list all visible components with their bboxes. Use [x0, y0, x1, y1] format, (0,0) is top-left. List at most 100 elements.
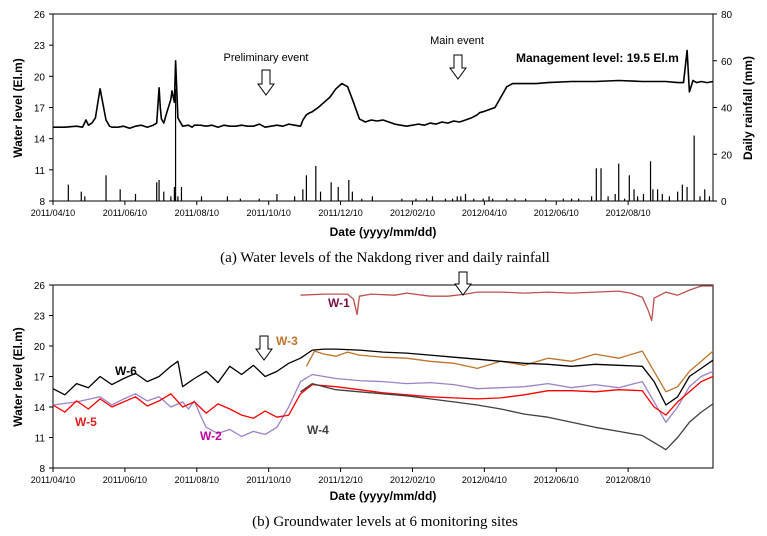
rainfall-bar: [80, 191, 82, 201]
x-tick-label: 2011/04/10: [31, 475, 75, 485]
y2-tick-label: 40: [721, 104, 733, 115]
rainfall-bar: [488, 196, 490, 201]
rainfall-bar: [570, 198, 573, 201]
x-tick-label: 2011/04/10: [31, 208, 75, 218]
rainfall-bar: [170, 196, 172, 201]
rainfall-bar: [657, 189, 659, 201]
rainfall-bar: [105, 175, 107, 201]
rainfall-bar: [525, 198, 527, 201]
rainfall-bar: [315, 165, 317, 201]
rainfall-bar: [591, 196, 593, 201]
rainfall-bar: [607, 196, 609, 201]
x-tick-label: 2012/04/10: [462, 208, 507, 218]
rainfall-bar: [444, 198, 447, 201]
series-line-w-1: [300, 285, 713, 322]
rainfall-bar: [401, 198, 403, 201]
rainfall-bar: [330, 182, 332, 201]
rainfall-bar: [134, 193, 137, 201]
x-tick-label: 2012/06/10: [534, 208, 579, 218]
chart-a-plot-frame: [52, 13, 714, 202]
rainfall-bar: [693, 135, 695, 201]
rainfall-bar: [614, 193, 616, 201]
rainfall-bar: [681, 184, 683, 201]
chart-b-series: [52, 285, 714, 451]
rainfall-bar: [239, 198, 241, 201]
rainfall-bar: [708, 196, 711, 201]
chart-b-preliminary-arrow: [255, 335, 273, 361]
chart-b-xlabel: Date (yyyy/mm/dd): [330, 489, 437, 503]
chart-b-caption: (b) Groundwater levels at 6 monitoring s…: [252, 514, 518, 530]
chart-a-ylabel: Water level (El.m): [11, 58, 25, 158]
y-tick-label: 23: [34, 312, 46, 323]
rainfall-bar: [177, 196, 179, 201]
x-tick-label: 2011/10/10: [246, 208, 290, 218]
label-w-3: W-3: [276, 334, 298, 348]
y-tick-label: 17: [34, 373, 46, 384]
x-tick-label: 2012/08/10: [606, 475, 651, 485]
preliminary-event-arrow: [257, 69, 275, 96]
chart-b-y-ticks: 8 11 14 17 20 23 26: [34, 281, 53, 475]
rainfall-bar: [600, 168, 602, 201]
rainfall-bar: [156, 182, 158, 201]
rainfall-bar: [451, 198, 454, 201]
preliminary-event-label: Preliminary event: [224, 52, 309, 64]
rainfall-bar: [302, 189, 304, 201]
y2-tick-label: 0: [721, 197, 727, 208]
rainfall-bar: [545, 198, 547, 201]
rainfall-bar: [305, 175, 307, 201]
rainfall-bar: [426, 198, 428, 201]
management-level-label: Management level: 19.5 El.m: [516, 51, 679, 65]
y-tick-label: 26: [34, 281, 46, 292]
rainfall-bar: [173, 186, 175, 201]
rainfall-bar: [348, 179, 350, 201]
rainfall-bar: [258, 198, 260, 201]
label-w-2: W-2: [200, 429, 222, 443]
x-tick-label: 2012/08/10: [606, 208, 651, 218]
rainfall-bar: [649, 161, 652, 201]
chart-a-water-level-series: [53, 49, 714, 130]
rainfall-bar: [595, 168, 597, 201]
series-line-w-2: [52, 370, 714, 438]
label-w-4: W-4: [307, 423, 329, 437]
rainfall-bar: [699, 196, 701, 201]
rainfall-bar: [492, 198, 494, 201]
rainfall-bar: [351, 191, 353, 201]
x-tick-label: 2011/06/10: [103, 475, 147, 485]
rainfall-bar: [642, 193, 645, 201]
y-tick-label: 8: [39, 197, 45, 208]
y-tick-label: 20: [34, 72, 46, 83]
rainfall-bar: [460, 196, 462, 201]
rainfall-bar: [180, 186, 183, 201]
rainfall-bar: [686, 186, 688, 201]
rainfall-bar: [415, 198, 417, 201]
rainfall-bar: [677, 191, 679, 201]
series-line-w-6: [52, 348, 714, 406]
x-tick-label: 2011/12/10: [318, 208, 362, 218]
rainfall-bar: [514, 198, 516, 201]
y-tick-label: 8: [39, 464, 45, 475]
rainfall-bar: [464, 193, 467, 201]
rainfall-bar: [482, 198, 484, 201]
x-tick-label: 2012/02/10: [390, 475, 435, 485]
y2-tick-label: 60: [721, 57, 733, 68]
y-tick-label: 11: [35, 166, 46, 177]
rainfall-bar: [174, 88, 177, 201]
y2-tick-label: 80: [721, 10, 733, 21]
rainfall-bar: [652, 189, 654, 201]
y-tick-label: 26: [34, 10, 46, 21]
x-tick-label: 2012/04/10: [462, 475, 507, 485]
rainfall-bar: [67, 184, 69, 201]
rainfall-bar: [578, 198, 580, 201]
chart-a-xlabel: Date (yyyy/mm/dd): [330, 225, 437, 239]
rainfall-bar: [163, 191, 165, 201]
chart-a-x-ticks: 2011/04/10 2011/06/10 2011/08/10 2011/10/10…: [31, 201, 651, 218]
rainfall-bar: [371, 196, 373, 201]
chart-a-rainfall-bars: [67, 88, 711, 201]
y-tick-label: 14: [34, 135, 46, 146]
chart-b-x-ticks: 2011/04/10 2011/06/10 2011/08/10 2011/10/10…: [31, 468, 651, 485]
rainfall-bar: [633, 189, 635, 201]
y-tick-label: 14: [34, 403, 46, 414]
